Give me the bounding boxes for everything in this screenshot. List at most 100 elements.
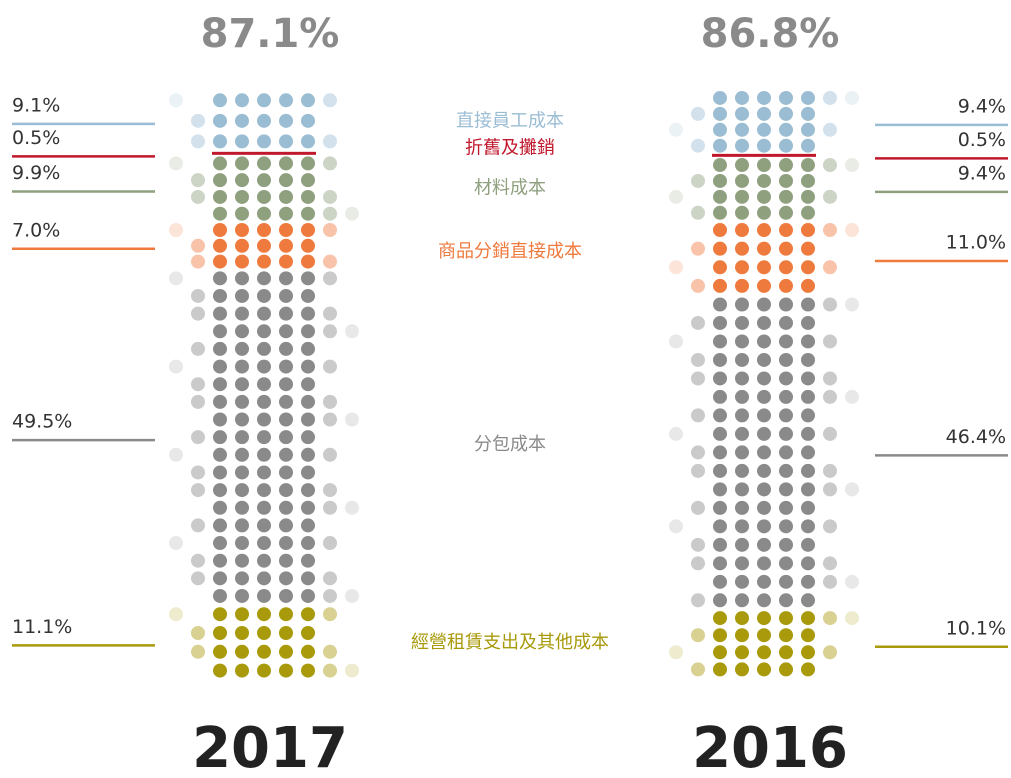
dot	[235, 359, 249, 374]
dot	[757, 138, 771, 153]
dot	[735, 106, 749, 121]
faded-dot	[191, 134, 205, 149]
faded-dot	[823, 611, 837, 626]
dot	[801, 463, 815, 478]
dot	[801, 334, 815, 349]
dot	[301, 238, 315, 253]
dot	[301, 518, 315, 533]
dot	[257, 571, 271, 586]
dot	[801, 537, 815, 552]
dot	[757, 106, 771, 121]
faded-dot	[323, 500, 337, 515]
dot	[779, 662, 793, 677]
faded-dot	[323, 588, 337, 603]
dot	[713, 662, 727, 677]
dot	[735, 574, 749, 589]
faded-dot	[323, 324, 337, 339]
dot	[235, 465, 249, 480]
dot	[757, 260, 771, 275]
faded-dot	[191, 465, 205, 480]
dot-band	[712, 153, 816, 157]
dot	[279, 134, 293, 149]
dot	[779, 426, 793, 441]
dot	[735, 223, 749, 238]
faded-dot	[169, 536, 183, 551]
dot	[801, 173, 815, 188]
dot	[735, 628, 749, 643]
faded-dot	[669, 519, 683, 534]
dot	[213, 134, 227, 149]
dot	[801, 223, 815, 238]
faded-dot	[169, 359, 183, 374]
dot	[279, 222, 293, 237]
dot	[301, 500, 315, 515]
faded-dot	[823, 645, 837, 660]
faded-dot	[845, 611, 859, 626]
dot	[213, 447, 227, 462]
dot	[279, 324, 293, 339]
dot	[279, 306, 293, 321]
dot	[235, 536, 249, 551]
dot	[801, 426, 815, 441]
dot	[735, 189, 749, 204]
faded-dot	[823, 371, 837, 386]
dot	[779, 278, 793, 293]
dot	[279, 206, 293, 221]
dot	[279, 394, 293, 409]
dot	[801, 122, 815, 137]
dot	[757, 500, 771, 515]
faded-dot	[691, 241, 705, 256]
dot	[213, 626, 227, 641]
faded-dot	[191, 644, 205, 659]
dot	[235, 644, 249, 659]
dot	[713, 260, 727, 275]
faded-dot	[191, 341, 205, 356]
dot	[713, 445, 727, 460]
dot	[757, 173, 771, 188]
dot	[757, 371, 771, 386]
dot	[735, 537, 749, 552]
dot	[301, 324, 315, 339]
dot	[713, 205, 727, 220]
dot	[301, 93, 315, 108]
dot	[301, 206, 315, 221]
faded-dot	[823, 519, 837, 534]
dot	[713, 173, 727, 188]
dot	[213, 430, 227, 445]
dot	[279, 500, 293, 515]
dot	[713, 158, 727, 173]
dot	[757, 611, 771, 626]
faded-dot	[169, 447, 183, 462]
faded-dot	[823, 260, 837, 275]
faded-dot	[691, 500, 705, 515]
dot	[257, 134, 271, 149]
dot	[257, 430, 271, 445]
faded-dot	[823, 574, 837, 589]
dot	[279, 156, 293, 171]
dot	[713, 389, 727, 404]
dot	[213, 189, 227, 204]
faded-dot	[323, 607, 337, 622]
faded-dot	[823, 90, 837, 105]
faded-dot	[191, 377, 205, 392]
dot	[301, 663, 315, 678]
dot	[801, 628, 815, 643]
faded-dot	[191, 254, 205, 269]
dot	[301, 113, 315, 128]
dot	[279, 173, 293, 188]
faded-dot	[691, 556, 705, 571]
dot	[279, 483, 293, 498]
dot	[213, 288, 227, 303]
dot	[213, 607, 227, 622]
dot	[735, 260, 749, 275]
value-label: 9.1%	[12, 94, 60, 116]
dot	[213, 663, 227, 678]
dot	[301, 341, 315, 356]
faded-dot	[323, 359, 337, 374]
dot	[279, 254, 293, 269]
dot	[779, 574, 793, 589]
faded-dot	[823, 463, 837, 478]
dot	[213, 238, 227, 253]
dot	[213, 93, 227, 108]
